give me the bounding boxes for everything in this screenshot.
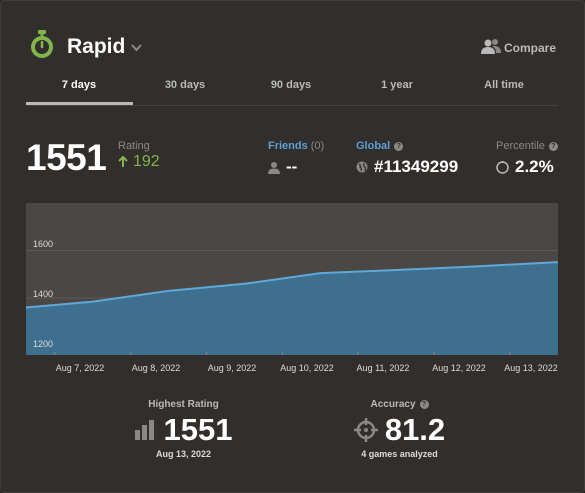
tab-1-year[interactable]: 1 year <box>381 79 413 91</box>
game-type-header[interactable]: Rapid <box>29 29 143 64</box>
accuracy-label: Accuracy <box>370 399 416 410</box>
rating-chart-svg <box>26 250 558 355</box>
friends-label: Friends <box>268 140 308 152</box>
x-tick-label: Aug 12, 2022 <box>432 363 486 373</box>
chevron-down-icon[interactable] <box>131 39 143 57</box>
tab-30-days[interactable]: 30 days <box>164 79 206 91</box>
rating-change: 192 <box>118 153 160 171</box>
crosshair-icon <box>353 418 378 442</box>
users-icon <box>480 38 501 57</box>
x-tick-label: Aug 11, 2022 <box>356 363 410 373</box>
y-tick-label: 1200 <box>33 339 54 349</box>
percentile-label: Percentile <box>496 140 545 152</box>
rating-line <box>26 261 558 309</box>
highest-rating-value: 1551 <box>163 412 233 447</box>
friends-count: (0) <box>310 140 325 152</box>
global-label: Global <box>356 140 391 152</box>
x-tick-label: Aug 9, 2022 <box>207 363 257 373</box>
y-tick-label: 1400 <box>33 289 54 299</box>
tab-7-days[interactable]: 7 days <box>61 79 97 91</box>
accuracy-value: 81.2 <box>384 412 446 447</box>
x-tick-label: Aug 7, 2022 <box>55 363 105 373</box>
stopwatch-icon <box>29 29 55 64</box>
accuracy-games-analyzed: 4 games analyzed <box>361 449 438 459</box>
tab-all-time[interactable]: All time <box>484 79 524 91</box>
rating-chart[interactable]: 1600 1400 1200 <box>26 203 558 355</box>
help-icon[interactable]: ? <box>394 141 404 151</box>
compare-button[interactable]: Compare <box>480 38 556 57</box>
compare-label: Compare <box>503 40 556 55</box>
help-icon[interactable]: ? <box>419 400 429 409</box>
percentile-value: 2.2% <box>515 157 554 176</box>
global-rank: #11349299 <box>374 157 459 176</box>
x-tick-label: Aug 10, 2022 <box>280 363 334 373</box>
x-tick-label: Aug 8, 2022 <box>131 363 181 373</box>
active-tab-indicator <box>26 102 133 105</box>
percentile-circle-icon <box>496 160 509 174</box>
x-tick-label: Aug 13, 2022 <box>504 363 558 373</box>
arrow-up-icon <box>118 156 128 167</box>
highest-rating-label: Highest Rating <box>148 399 219 410</box>
user-icon <box>268 161 280 174</box>
accuracy-stat: Accuracy ? 81.2 4 games analyzed <box>327 399 472 459</box>
bar-chart-icon <box>134 420 154 440</box>
y-tick-label: 1600 <box>33 239 54 249</box>
globe-icon <box>356 161 368 173</box>
rating-change-value: 192 <box>133 153 160 170</box>
highest-rating-date: Aug 13, 2022 <box>155 449 212 459</box>
percentile-stat[interactable]: Percentile ? 2.2% <box>496 140 558 177</box>
rating-label: Rating <box>118 140 150 152</box>
current-rating: 1551 <box>26 137 107 178</box>
time-range-tabs: 7 days 30 days 90 days 1 year All time <box>26 74 558 106</box>
rating-area-fill <box>26 262 558 355</box>
friends-stat[interactable]: Friends (0) -- <box>268 140 324 177</box>
help-icon[interactable]: ? <box>548 141 558 151</box>
chart-x-axis: Aug 7, 2022 Aug 8, 2022 Aug 9, 2022 Aug … <box>26 355 558 377</box>
tab-90-days[interactable]: 90 days <box>270 79 312 91</box>
global-stat[interactable]: Global ? #11349299 <box>356 140 458 177</box>
game-type-title: Rapid <box>67 34 126 58</box>
friends-rank: -- <box>286 157 298 176</box>
highest-rating-stat: Highest Rating 1551 Aug 13, 2022 <box>111 399 256 459</box>
